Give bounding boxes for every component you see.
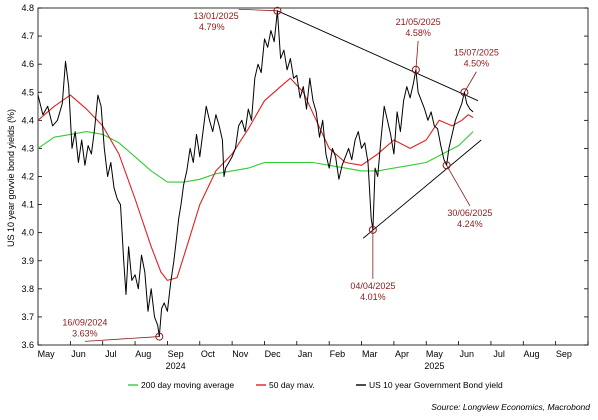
x-tick-label: Aug bbox=[135, 349, 151, 359]
y-tick-label: 4.8 bbox=[21, 3, 34, 13]
annotation-leader bbox=[238, 8, 278, 12]
x-tick-label: Sep bbox=[168, 349, 184, 359]
annotation-value: 4.24% bbox=[457, 219, 483, 229]
y-axis: 3.6 3.7 3.8 3.9 4.0 4.1 4.2 4.3 4.4 4.5 4.6 4.7 4.8 bbox=[21, 3, 588, 350]
annotation-value: 4.58% bbox=[405, 28, 431, 38]
y-tick-label: 4.5 bbox=[21, 87, 34, 97]
y-tick-label: 4.6 bbox=[21, 59, 34, 69]
legend: 200 day moving average 50 day mav. US 10 y… bbox=[128, 380, 503, 390]
y-tick-label: 4.7 bbox=[21, 31, 34, 41]
x-tick-label: Mar bbox=[362, 349, 378, 359]
annotation-value: 4.50% bbox=[464, 59, 490, 69]
y-tick-label: 4.3 bbox=[21, 143, 34, 153]
legend-label: US 10 year Government Bond yield bbox=[369, 380, 503, 390]
series-layer bbox=[37, 10, 474, 338]
y-tick-label: 3.8 bbox=[21, 284, 34, 294]
x-tick-label: Jun bbox=[71, 349, 86, 359]
annotation-marker bbox=[460, 88, 469, 97]
annotation-date: 04/04/2025 bbox=[350, 281, 395, 291]
y-tick-label: 4.0 bbox=[21, 228, 34, 238]
x-tick-label: Oct bbox=[201, 349, 216, 359]
x-axis: May Jun Jul Aug Sep Oct Nov Dec Jan Feb Mar Apr May J… bbox=[37, 341, 589, 371]
series-line-ma50 bbox=[37, 77, 474, 281]
source-note: Source: Longview Economics, Macrobond bbox=[431, 402, 590, 412]
annotation-date: 13/01/2025 bbox=[194, 11, 239, 21]
annotation-leader bbox=[84, 336, 160, 342]
legend-item-ma50: 50 day mav. bbox=[256, 380, 315, 390]
x-tick-label: Jul bbox=[105, 349, 117, 359]
x-tick-label: Sep bbox=[556, 349, 572, 359]
x-tick-label: Apr bbox=[395, 349, 409, 359]
trendline-layer bbox=[277, 10, 482, 239]
x-year-label: 2024 bbox=[166, 361, 186, 371]
annotation-marker bbox=[368, 225, 377, 234]
annotation-date: 21/05/2025 bbox=[396, 17, 441, 27]
series-line-yield bbox=[37, 10, 474, 338]
annotation-date: 16/09/2024 bbox=[62, 317, 107, 327]
legend-item-yield: US 10 year Government Bond yield bbox=[356, 380, 503, 390]
trendline-2 bbox=[362, 139, 482, 239]
annotation-marker bbox=[411, 65, 420, 74]
legend-label: 200 day moving average bbox=[141, 380, 234, 390]
annotation-value: 4.79% bbox=[199, 22, 225, 32]
annotation-marker bbox=[273, 6, 282, 15]
plot-frame bbox=[37, 7, 589, 346]
x-tick-label: May bbox=[426, 349, 444, 359]
y-tick-label: 4.1 bbox=[21, 200, 34, 210]
annotation-date: 30/06/2025 bbox=[447, 208, 492, 218]
x-tick-label: Dec bbox=[265, 349, 282, 359]
annotation-date: 15/07/2025 bbox=[454, 48, 499, 58]
x-tick-label: Jun bbox=[460, 349, 475, 359]
legend-item-ma200: 200 day moving average bbox=[128, 380, 234, 390]
y-tick-label: 3.9 bbox=[21, 256, 34, 266]
annotation-leader bbox=[446, 165, 471, 207]
x-tick-label: May bbox=[38, 349, 56, 359]
annotation-marker bbox=[442, 161, 451, 170]
x-tick-label: Aug bbox=[523, 349, 539, 359]
x-tick-label: Jul bbox=[493, 349, 505, 359]
x-tick-label: Nov bbox=[232, 349, 249, 359]
y-tick-label: 4.2 bbox=[21, 172, 34, 182]
annotation-leader bbox=[415, 40, 419, 70]
y-tick-label: 3.6 bbox=[21, 340, 34, 350]
annotation-value: 3.63% bbox=[72, 328, 98, 338]
annotation-marker bbox=[155, 332, 164, 341]
y-axis-label: US 10 year govvie bond yields (%) bbox=[6, 109, 16, 247]
y-tick-label: 4.4 bbox=[21, 115, 34, 125]
x-tick-label: Feb bbox=[330, 349, 346, 359]
annotation-value: 4.01% bbox=[360, 292, 386, 302]
series-line-ma200 bbox=[37, 131, 474, 183]
x-year-label: 2025 bbox=[424, 361, 444, 371]
y-tick-label: 3.7 bbox=[21, 312, 34, 322]
trendline-1 bbox=[277, 10, 479, 102]
legend-label: 50 day mav. bbox=[269, 380, 315, 390]
plot-border bbox=[37, 7, 589, 346]
x-tick-label: Jan bbox=[298, 349, 313, 359]
